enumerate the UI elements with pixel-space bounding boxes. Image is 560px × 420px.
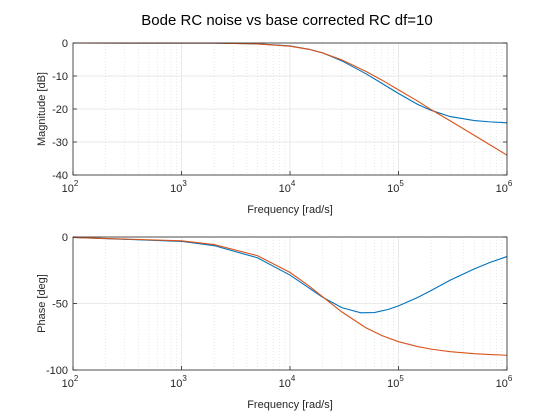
x-tick-base: 10: [62, 183, 74, 195]
phase-y-axis-label: Phase [deg]: [36, 274, 48, 333]
x-tick-base: 10: [279, 183, 291, 195]
y-tick-label: -30: [52, 137, 68, 149]
magnitude-series-2-line: [72, 42, 508, 156]
x-tick-base: 10: [170, 378, 182, 390]
x-tick-label: 105: [387, 374, 404, 390]
x-tick-base: 10: [496, 183, 508, 195]
x-tick-label: 105: [387, 179, 404, 195]
y-tick-label: -20: [52, 104, 68, 116]
x-tick-label: 103: [170, 374, 187, 390]
y-tick-label: 0: [62, 38, 68, 50]
x-tick-exponent: 5: [399, 179, 404, 188]
x-tick-base: 10: [279, 378, 291, 390]
x-tick-base: 10: [62, 378, 74, 390]
x-tick-exponent: 6: [508, 179, 513, 188]
y-tick-label: -40: [52, 170, 68, 182]
x-tick-exponent: 4: [291, 179, 296, 188]
x-tick-exponent: 6: [508, 374, 513, 383]
x-tick-exponent: 3: [182, 374, 187, 383]
x-tick-label: 104: [279, 179, 296, 195]
magnitude-y-axis-label: Magnitude [dB]: [36, 72, 48, 146]
y-tick-label: -50: [52, 299, 68, 311]
x-tick-base: 10: [387, 378, 399, 390]
phase-grid: [72, 236, 508, 371]
y-tick-label: -10: [52, 71, 68, 83]
x-tick-label: 106: [496, 374, 513, 390]
phase-series-1-line: [72, 236, 508, 314]
x-tick-exponent: 5: [399, 374, 404, 383]
magnitude-x-axis-label: Frequency [rad/s]: [247, 204, 333, 216]
y-tick-label: -100: [46, 365, 68, 377]
x-tick-label: 102: [62, 179, 79, 195]
x-tick-label: 106: [496, 179, 513, 195]
x-tick-exponent: 2: [74, 179, 79, 188]
y-tick-label: 0: [62, 232, 68, 244]
figure-title: Bode RC noise vs base corrected RC df=10: [141, 12, 432, 29]
x-tick-label: 104: [279, 374, 296, 390]
phase-x-axis-label: Frequency [rad/s]: [247, 399, 333, 411]
x-tick-exponent: 4: [291, 374, 296, 383]
x-tick-label: 103: [170, 179, 187, 195]
x-tick-base: 10: [387, 183, 399, 195]
x-tick-exponent: 3: [182, 179, 187, 188]
x-tick-exponent: 2: [74, 374, 79, 383]
x-tick-label: 102: [62, 374, 79, 390]
x-tick-base: 10: [496, 378, 508, 390]
x-tick-base: 10: [170, 183, 182, 195]
phase-series-2-line: [72, 236, 508, 356]
